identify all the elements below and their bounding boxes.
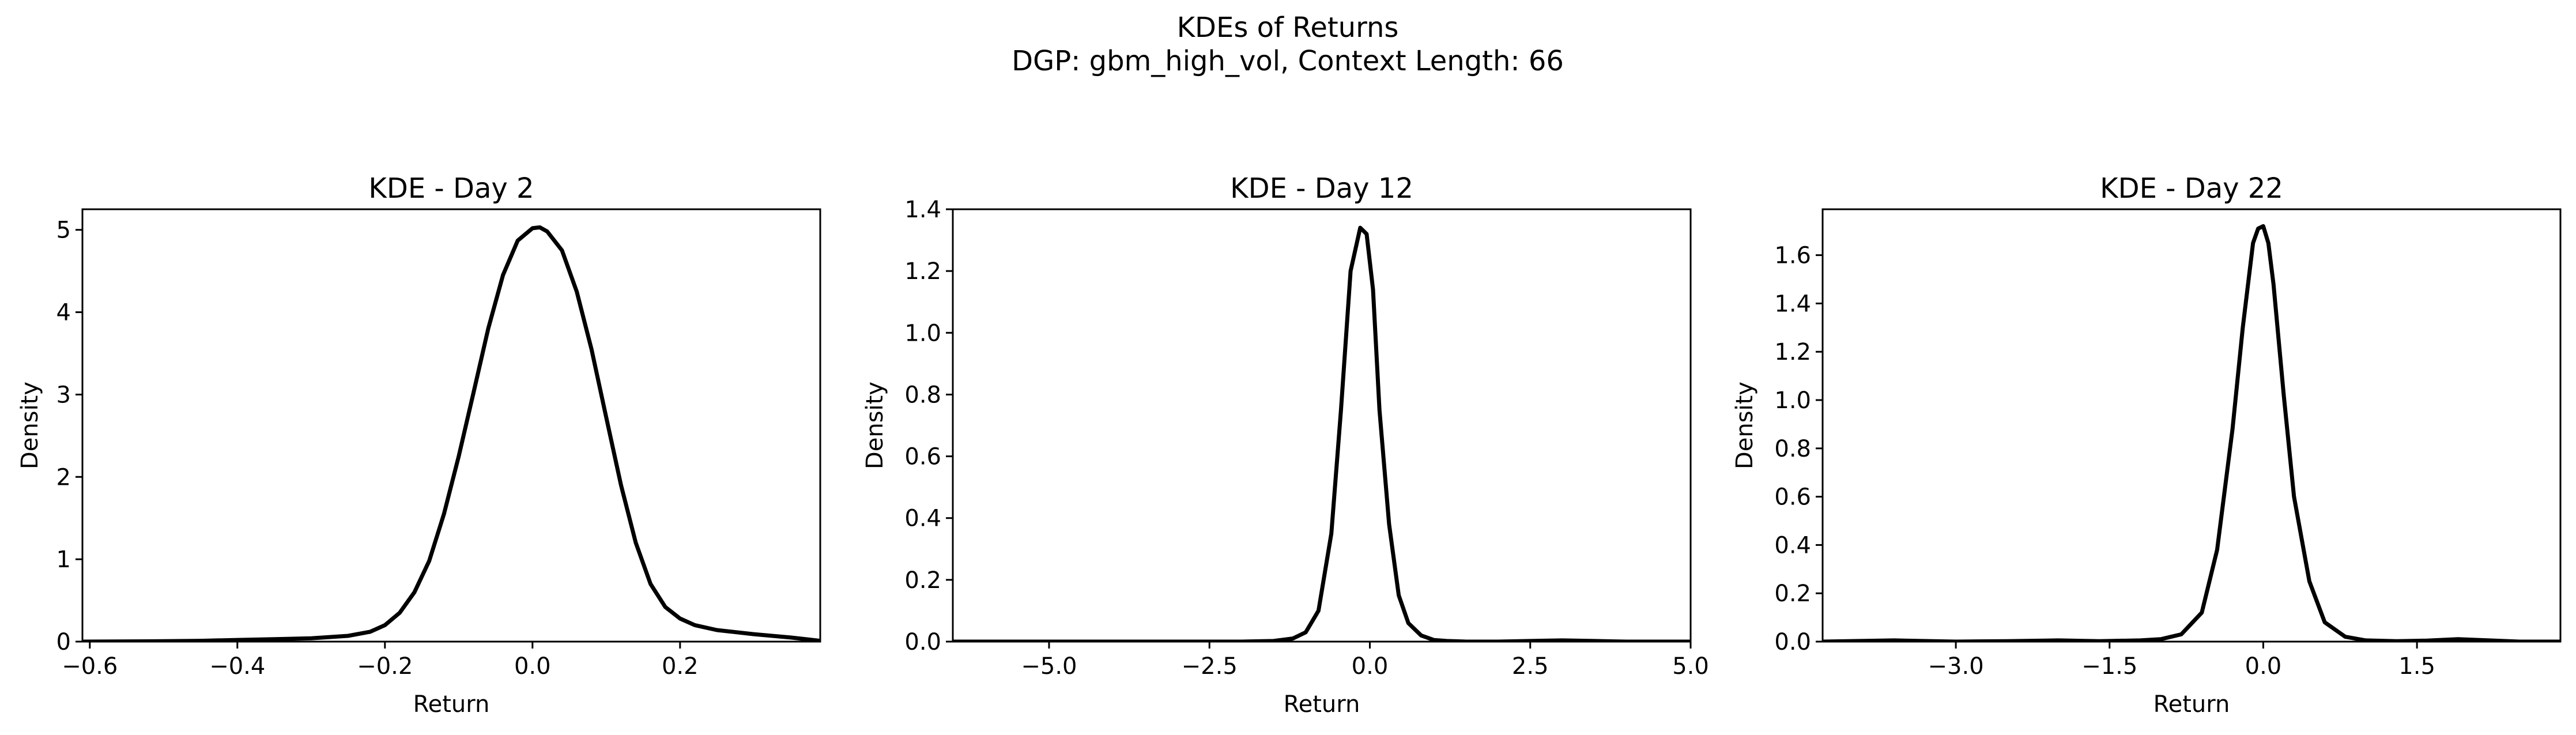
x-tick-label: 0.0 (1352, 653, 1389, 680)
x-axis-label: Return (2153, 691, 2230, 718)
y-tick-label: 1.0 (1774, 387, 1811, 414)
y-tick-label: 1.4 (904, 197, 941, 223)
y-tick-label: 1.6 (1774, 243, 1811, 269)
subplot-title: KDE - Day 2 (368, 172, 534, 205)
y-tick-label: 1 (56, 546, 71, 573)
x-tick-label: 2.5 (1512, 653, 1549, 680)
subplot-3: KDE - Day 22 −3.0 −1.5 0.0 1.5 0.0 0.2 0.4 0.6 0.… (1732, 172, 2562, 718)
kde-line (953, 225, 1691, 642)
y-tick-label: 2 (56, 464, 71, 491)
subplot-1: KDE - Day 2 −0.6 −0.4 −0.2 0.0 0.2 0 1 2 3 4 5 Retur… (17, 172, 821, 718)
y-axis-label: Density (17, 382, 43, 469)
x-axis-label: Return (413, 691, 490, 718)
axes-frame (1821, 208, 2562, 643)
x-axis-label: Return (1284, 691, 1360, 718)
y-tick-label: 0.0 (1774, 629, 1811, 655)
x-tick-label: −1.5 (2081, 653, 2137, 680)
axes-frame (952, 208, 1692, 643)
y-tick-label: 4 (56, 300, 71, 326)
y-tick-label: 0.6 (904, 444, 941, 470)
x-tick-label: 0.2 (662, 653, 699, 680)
subplot-title: KDE - Day 12 (1230, 172, 1413, 205)
subplot-title: KDE - Day 22 (2100, 172, 2283, 205)
y-tick-label: 0.2 (1774, 581, 1811, 607)
figure-title: KDEs of Returns (1177, 12, 1399, 44)
kde-line (82, 225, 820, 642)
y-tick-label: 0.4 (904, 506, 941, 532)
kde-line (1823, 224, 2560, 642)
x-tick-label: −3.0 (1928, 653, 1984, 680)
y-tick-label: 1.2 (904, 258, 941, 285)
x-tick-label: 0.0 (2245, 653, 2282, 680)
y-tick-label: 0.2 (904, 567, 941, 594)
y-axis-label: Density (862, 382, 888, 469)
figure-subtitle: DGP: gbm_high_vol, Context Length: 66 (1012, 45, 1564, 77)
x-tick-label: 5.0 (1672, 653, 1709, 680)
x-tick-label: −2.5 (1182, 653, 1238, 680)
x-tick-label: −0.2 (357, 653, 413, 680)
subplots: KDE - Day 2 −0.6 −0.4 −0.2 0.0 0.2 0 1 2 3 4 5 Retur… (17, 172, 2562, 718)
y-tick-label: 0.8 (1774, 436, 1811, 462)
y-tick-label: 0.6 (1774, 484, 1811, 511)
subplot-2: KDE - Day 12 −5.0 −2.5 0.0 2.5 5.0 0.0 0.2 0.4 0.… (862, 172, 1709, 718)
x-tick-label: −5.0 (1021, 653, 1077, 680)
y-tick-label: 1.2 (1774, 339, 1811, 365)
x-tick-label: 0.0 (514, 653, 551, 680)
x-tick-label: −0.6 (62, 653, 118, 680)
y-tick-label: 0.4 (1774, 532, 1811, 559)
y-tick-label: 1.0 (904, 320, 941, 346)
y-tick-label: 0.0 (904, 629, 941, 655)
y-tick-label: 3 (56, 382, 71, 408)
y-axis-label: Density (1732, 382, 1758, 469)
y-tick-label: 0.8 (904, 382, 941, 408)
y-tick-label: 0 (56, 629, 71, 655)
axes-frame (81, 208, 821, 643)
x-tick-label: −0.4 (209, 653, 265, 680)
y-tick-label: 5 (56, 217, 71, 244)
x-tick-label: 1.5 (2398, 653, 2435, 680)
y-tick-label: 1.4 (1774, 291, 1811, 317)
